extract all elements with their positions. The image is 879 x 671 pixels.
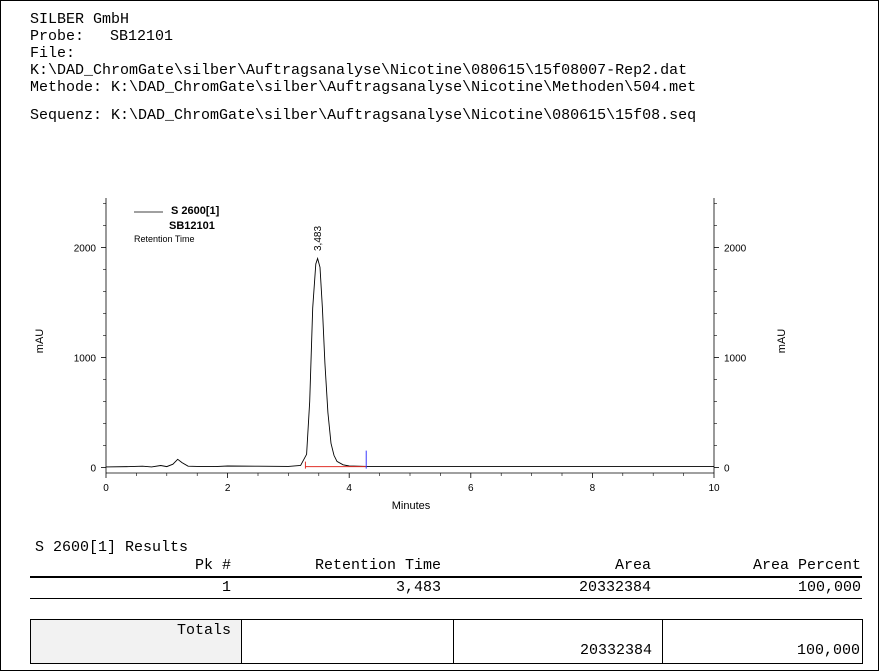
col-header-retention-time: Retention Time	[314, 557, 441, 574]
totals-percent-cell: 100,000	[663, 620, 862, 663]
col-header-area: Area	[614, 557, 651, 574]
header-rule	[30, 576, 862, 578]
sequenz-path: K:\DAD_ChromGate\silber\Auftragsanalyse\…	[111, 107, 697, 124]
y-tick-label-right: 0	[724, 464, 730, 475]
row-retention-time: 3,483	[395, 579, 441, 596]
x-tick-label: 4	[346, 483, 352, 494]
legend-sample-name: SB12101	[169, 220, 215, 232]
company-name: SILBER GmbH	[30, 11, 130, 28]
probe-value: SB12101	[110, 28, 174, 45]
totals-area-cell: 20332384	[454, 620, 663, 663]
peak-label: 3,483	[313, 226, 324, 251]
sequenz-label: Sequenz:	[30, 107, 103, 124]
methode-label: Methode:	[30, 79, 103, 96]
y-tick-label-left: 1000	[74, 354, 97, 365]
y-tick-label-left: 2000	[74, 244, 97, 255]
totals-label: Totals	[176, 622, 231, 639]
x-tick-label: 8	[590, 483, 596, 494]
chart-plot-area	[105, 256, 714, 469]
row-area: 20332384	[578, 579, 651, 596]
x-tick-label: 10	[708, 483, 720, 494]
legend-annotation-type: Retention Time	[134, 234, 195, 244]
row-rule	[30, 598, 862, 599]
x-tick-label: 6	[468, 483, 474, 494]
totals-area-percent: 100,000	[796, 642, 860, 659]
chart-legend: S 2600[1] SB12101 Retention Time	[134, 205, 220, 244]
probe-label: Probe:	[30, 28, 85, 45]
sequenz-line: Sequenz: K:\DAD_ChromGate\silber\Auftrag…	[30, 107, 696, 124]
y-tick-label-right: 2000	[724, 244, 747, 255]
totals-label-cell: Totals	[31, 620, 242, 663]
legend-series-name: S 2600[1]	[171, 205, 220, 217]
x-axis-label: Minutes	[392, 500, 431, 512]
row-pk: 1	[221, 579, 231, 596]
x-tick-label: 2	[225, 483, 231, 494]
y-tick-label-left: 0	[90, 464, 96, 475]
totals-retention-cell	[242, 620, 454, 663]
y-tick-label-right: 1000	[724, 354, 747, 365]
results-title: S 2600[1] Results	[35, 539, 189, 556]
methode-line: Methode: K:\DAD_ChromGate\silber\Auftrag…	[30, 79, 696, 96]
col-header-area-percent: Area Percent	[752, 557, 861, 574]
y-axis-label-left: mAU	[34, 329, 46, 354]
methode-path: K:\DAD_ChromGate\silber\Auftragsanalyse\…	[111, 79, 697, 96]
chart-labels: Minutes mAU mAU	[34, 329, 788, 512]
col-header-pk: Pk #	[194, 557, 231, 574]
file-path: K:\DAD_ChromGate\silber\Auftragsanalyse\…	[30, 62, 688, 79]
totals-box: Totals 20332384 100,000	[30, 619, 863, 664]
totals-area: 20332384	[579, 642, 652, 659]
x-tick-label: 0	[103, 483, 109, 494]
file-label: File:	[30, 45, 76, 62]
chromatogram-trace	[105, 256, 714, 468]
probe-line: Probe: SB12101	[30, 28, 173, 45]
row-area-percent: 100,000	[797, 579, 861, 596]
y-axis-label-right: mAU	[776, 329, 788, 354]
chart-axes	[105, 198, 715, 474]
